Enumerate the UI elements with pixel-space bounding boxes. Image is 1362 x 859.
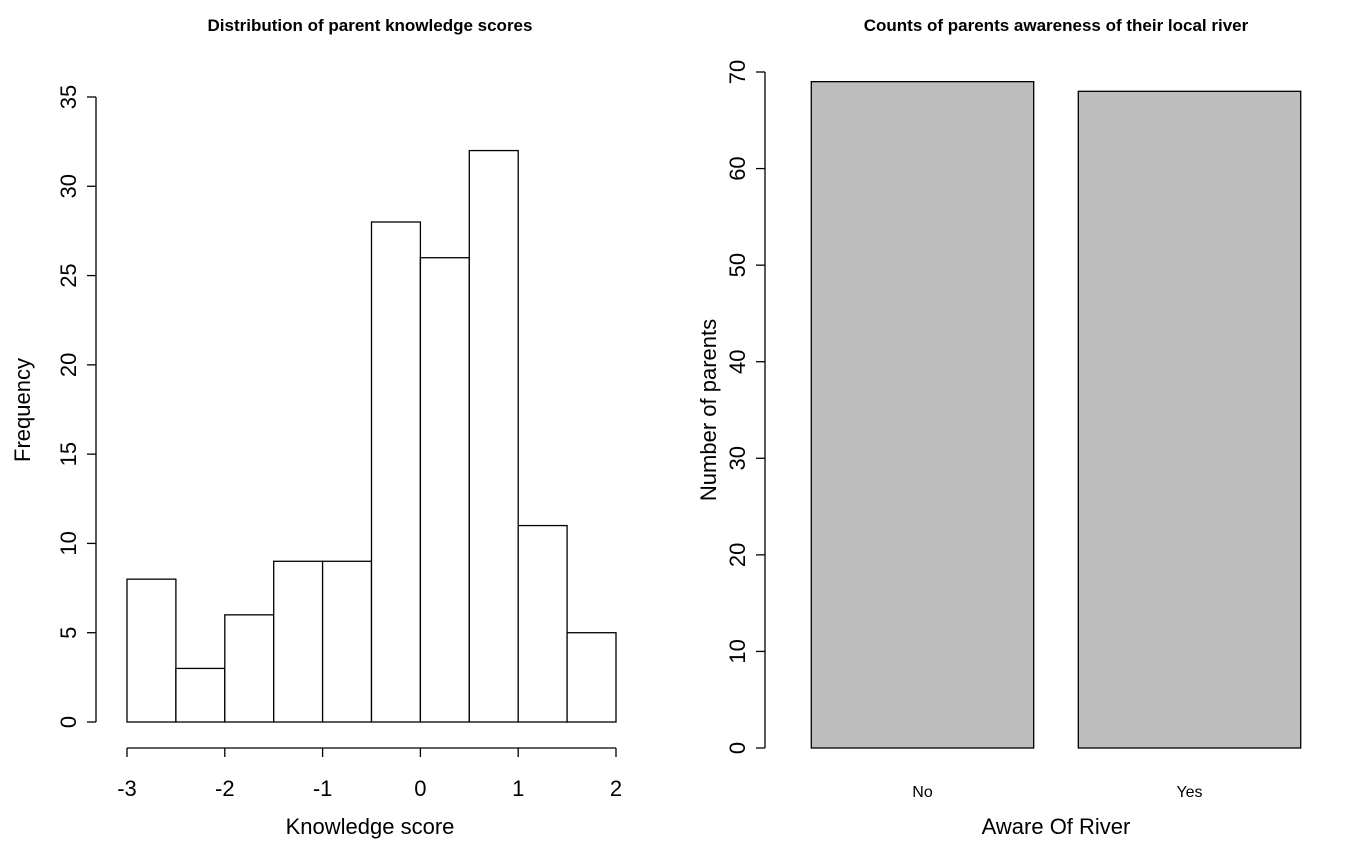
barchart-panel: Counts of parents awareness of their loc…	[696, 16, 1302, 839]
histogram-bar	[468, 149, 519, 723]
histogram-x-tick-label: -1	[313, 776, 333, 801]
histogram-bar	[370, 221, 422, 723]
barchart-y-tick-label: 40	[725, 349, 750, 373]
barchart-bar	[1077, 90, 1302, 749]
histogram-bar	[419, 257, 470, 723]
histogram-x-tick-label: 2	[610, 776, 622, 801]
barchart-bars	[810, 81, 1302, 749]
barchart-y-axis: 0 10 20 30 40 50 60 70	[725, 60, 766, 754]
histogram-x-tick-label: -3	[117, 776, 137, 801]
histogram-y-tick-label: 0	[56, 716, 81, 728]
barchart-x-axis-title: Aware Of River	[982, 814, 1131, 839]
barchart-y-axis-title: Number of parents	[696, 319, 721, 501]
barchart-y-tick-label: 30	[725, 446, 750, 470]
histogram-bar	[126, 578, 177, 723]
barchart-category-labels: No Yes	[912, 784, 1202, 801]
histogram-bars	[126, 149, 617, 723]
histogram-y-tick-label: 20	[56, 353, 81, 377]
histogram-bar	[273, 560, 324, 723]
histogram-y-tick-label: 35	[56, 85, 81, 109]
histogram-y-tick-label: 10	[56, 531, 81, 555]
barchart-category-label: Yes	[1176, 784, 1202, 801]
histogram-bar	[321, 560, 373, 723]
histogram-y-tick-label: 5	[56, 627, 81, 639]
barchart-bar	[810, 81, 1035, 749]
barchart-title: Counts of parents awareness of their loc…	[864, 16, 1249, 35]
histogram-x-axis-title: Knowledge score	[286, 814, 455, 839]
histogram-x-tick-label: 1	[512, 776, 524, 801]
histogram-bar	[224, 614, 275, 723]
histogram-bar	[517, 524, 568, 723]
histogram-y-tick-label: 30	[56, 174, 81, 198]
barchart-category-label: No	[912, 784, 933, 801]
histogram-y-tick-label: 15	[56, 442, 81, 466]
barchart-y-tick-label: 50	[725, 253, 750, 277]
histogram-panel: Distribution of parent knowledge scores …	[10, 16, 622, 839]
barchart-y-tick-label: 60	[725, 156, 750, 180]
barchart-y-tick-label: 10	[725, 639, 750, 663]
histogram-y-axis-title: Frequency	[10, 358, 35, 462]
histogram-x-tick-label: -2	[215, 776, 235, 801]
histogram-x-axis: -3 -2 -1 0 1 2	[117, 747, 622, 801]
barchart-y-tick-label: 0	[725, 742, 750, 754]
histogram-bar	[566, 632, 617, 723]
histogram-x-tick-label: 0	[414, 776, 426, 801]
histogram-title: Distribution of parent knowledge scores	[208, 16, 533, 35]
histogram-y-axis: 0 5 10 15 20 25 30 35	[56, 85, 97, 728]
histogram-y-tick-label: 25	[56, 263, 81, 287]
histogram-bar	[175, 667, 226, 723]
barchart-y-tick-label: 70	[725, 60, 750, 84]
barchart-y-tick-label: 20	[725, 543, 750, 567]
